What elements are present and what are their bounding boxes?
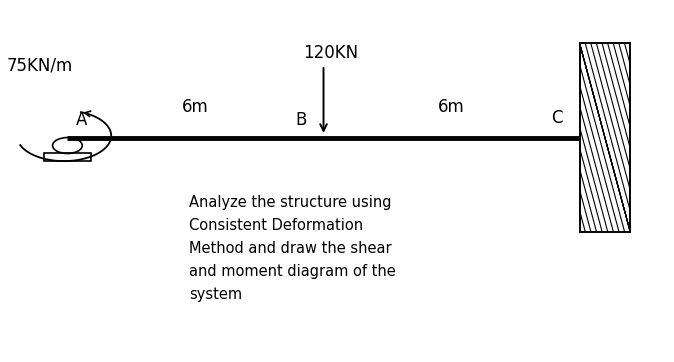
Text: A: A [75,110,87,129]
Text: B: B [295,110,307,129]
Text: C: C [551,109,563,127]
Text: 75KN/m: 75KN/m [7,56,73,74]
Text: 6m: 6m [438,98,465,116]
Text: 6m: 6m [182,98,209,116]
Polygon shape [580,43,630,232]
Text: Analyze the structure using
Consistent Deformation
Method and draw the shear
and: Analyze the structure using Consistent D… [189,195,396,302]
Text: 120KN: 120KN [303,43,358,62]
